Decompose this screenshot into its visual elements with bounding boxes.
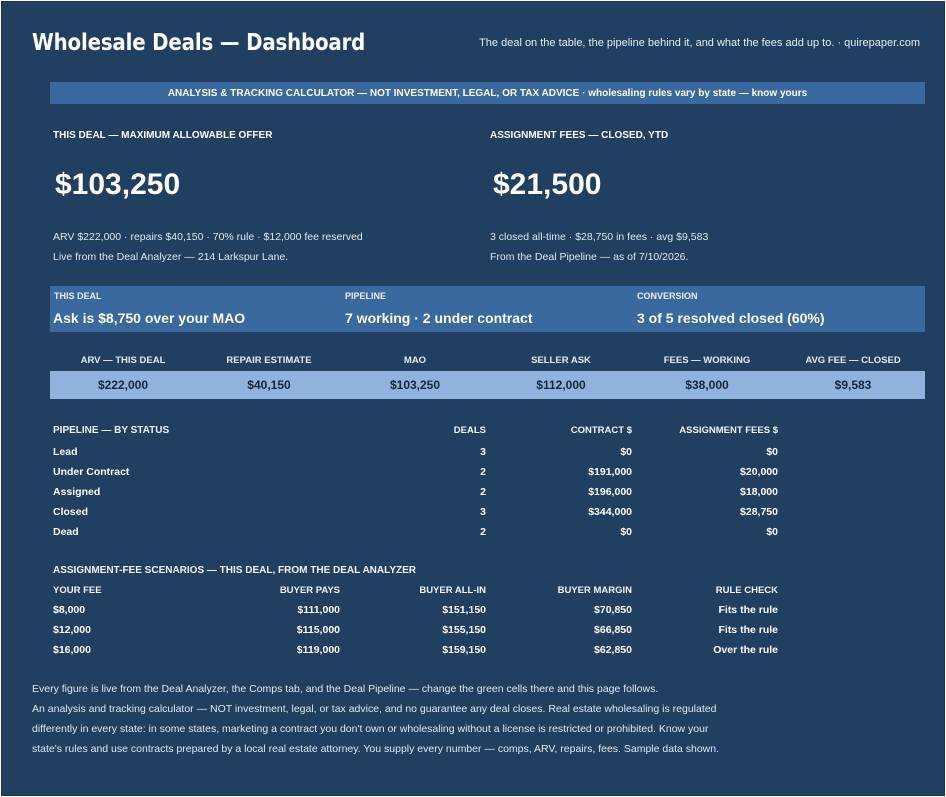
pipeline-deals: 3 <box>480 446 486 458</box>
scenario-margin: $62,850 <box>594 644 632 656</box>
page-title: Wholesale Deals — Dashboard <box>32 30 366 56</box>
metric-value-repairs: $40,150 <box>247 378 291 392</box>
fees-kpi-detail: 3 closed all-time · $28,750 in fees · av… <box>490 231 709 243</box>
pipeline-contract: $196,000 <box>588 486 632 498</box>
pipeline-header-contract: CONTRACT $ <box>570 425 632 436</box>
pipeline-deals: 3 <box>480 506 486 518</box>
pipeline-status: Lead <box>53 446 78 458</box>
status-strip: THIS DEAL Ask is $8,750 over your MAO PI… <box>50 286 925 332</box>
pipeline-deals: 2 <box>480 466 486 478</box>
pipeline-fees: $18,000 <box>740 486 778 498</box>
strip-label: THIS DEAL <box>54 291 102 301</box>
metric-label-arv: ARV — THIS DEAL <box>80 355 166 366</box>
scenarios-header-check: RULE CHECK <box>715 585 778 596</box>
scenarios-header-margin: BUYER MARGIN <box>557 585 632 596</box>
fees-kpi-value: $21,500 <box>493 168 602 201</box>
metrics-bar <box>50 371 925 399</box>
scenario-fee: $8,000 <box>53 604 86 616</box>
metric-value-mao: $103,250 <box>389 378 441 392</box>
metric-value-ask: $112,000 <box>536 378 586 392</box>
scenario-check: Fits the rule <box>718 624 778 636</box>
footer-note-1: Every figure is live from the Deal Analy… <box>32 683 659 695</box>
pipeline-title: PIPELINE — BY STATUS <box>53 425 170 436</box>
scenario-check: Fits the rule <box>718 604 778 616</box>
pipeline-deals: 2 <box>480 486 486 498</box>
mao-kpi-source: Live from the Deal Analyzer — 214 Larksp… <box>53 251 289 263</box>
pipeline-header-deals: DEALS <box>453 425 486 436</box>
scenarios-title: ASSIGNMENT-FEE SCENARIOS — THIS DEAL, FR… <box>53 565 416 576</box>
metric-label-avg-fee: AVG FEE — CLOSED <box>805 355 901 366</box>
scenario-pays: $111,000 <box>297 604 340 616</box>
pipeline-fees: $0 <box>766 446 778 458</box>
strip-value: Ask is $8,750 over your MAO <box>53 310 246 326</box>
metric-value-fees-working: $38,000 <box>685 378 729 392</box>
scenario-allin: $155,150 <box>442 624 486 636</box>
scenario-pays: $115,000 <box>296 624 340 636</box>
scenario-pays: $119,000 <box>296 644 340 656</box>
fees-kpi-label: ASSIGNMENT FEES — CLOSED, YTD <box>490 130 669 141</box>
scenario-check: Over the rule <box>713 644 778 656</box>
mao-kpi-label: THIS DEAL — MAXIMUM ALLOWABLE OFFER <box>53 130 273 141</box>
scenario-fee: $16,000 <box>53 644 91 656</box>
pipeline-fees: $20,000 <box>740 466 778 478</box>
footer-note-2: An analysis and tracking calculator — NO… <box>32 703 717 715</box>
metric-value-avg-fee: $9,583 <box>834 378 872 392</box>
pipeline-contract: $191,000 <box>588 466 632 478</box>
scenario-margin: $70,850 <box>594 604 632 616</box>
scenarios-header-fee: YOUR FEE <box>53 585 102 596</box>
metric-value-arv: $222,000 <box>97 378 149 392</box>
strip-label: CONVERSION <box>637 291 698 301</box>
fees-kpi-source: From the Deal Pipeline — as of 7/10/2026… <box>490 251 689 263</box>
pipeline-contract: $0 <box>620 526 632 538</box>
mao-kpi-detail: ARV $222,000 · repairs $40,150 · 70% rul… <box>53 231 363 243</box>
scenarios-header-allin: BUYER ALL-IN <box>419 585 486 596</box>
scenario-allin: $159,150 <box>442 644 486 656</box>
pipeline-header-fees: ASSIGNMENT FEES $ <box>679 425 778 436</box>
pipeline-status: Assigned <box>53 486 101 498</box>
strip-value: 7 working · 2 under contract <box>345 310 533 326</box>
page-tagline: The deal on the table, the pipeline behi… <box>479 37 920 49</box>
scenarios-header-pays: BUYER PAYS <box>279 585 340 596</box>
strip-label: PIPELINE <box>345 291 387 301</box>
scenario-margin: $66,850 <box>594 624 632 636</box>
footer-note-3: differently in every state: in some stat… <box>32 723 709 735</box>
pipeline-status: Dead <box>53 526 79 538</box>
metric-label-repairs: REPAIR ESTIMATE <box>226 355 312 366</box>
footer-note-4: state's rules and use contracts prepared… <box>32 743 720 755</box>
pipeline-deals: 2 <box>480 526 486 538</box>
pipeline-fees: $28,750 <box>740 506 778 518</box>
pipeline-status: Closed <box>53 506 89 518</box>
pipeline-contract: $0 <box>620 446 632 458</box>
pipeline-status: Under Contract <box>53 466 130 478</box>
scenario-fee: $12,000 <box>53 624 91 636</box>
metric-label-ask: SELLER ASK <box>531 355 591 366</box>
mao-kpi-value: $103,250 <box>55 168 181 201</box>
strip-value: 3 of 5 resolved closed (60%) <box>637 310 825 326</box>
disclaimer-banner: ANALYSIS & TRACKING CALCULATOR — NOT INV… <box>50 82 925 104</box>
scenario-allin: $151,150 <box>442 604 486 616</box>
metric-label-mao: MAO <box>403 355 427 366</box>
pipeline-fees: $0 <box>766 526 778 538</box>
pipeline-contract: $344,000 <box>588 506 632 518</box>
metric-label-fees-working: FEES — WORKING <box>663 355 751 366</box>
